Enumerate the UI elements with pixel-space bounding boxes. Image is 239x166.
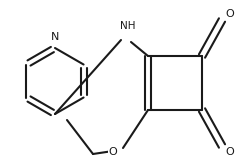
Text: N: N <box>51 32 59 42</box>
Text: O: O <box>108 147 117 157</box>
Text: O: O <box>226 147 234 157</box>
Text: O: O <box>226 9 234 19</box>
Text: NH: NH <box>120 21 136 31</box>
